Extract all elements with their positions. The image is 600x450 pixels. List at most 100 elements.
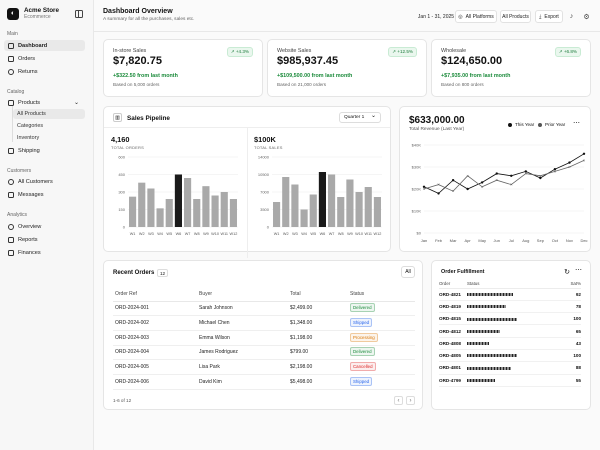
- bar[interactable]: [165, 199, 173, 227]
- data-point[interactable]: [466, 187, 469, 191]
- table-row[interactable]: ORD-2024-003 Emma Wilson $1,198.00 Processi…: [113, 330, 415, 346]
- date-range-button[interactable]: Jan 1 - 31, 2025: [417, 13, 455, 20]
- refresh-icon[interactable]: ↻: [564, 269, 570, 276]
- revenue-card: $633,000.00 Total Revenue (Last Year) Th…: [399, 106, 591, 252]
- prev-page-icon[interactable]: ‹: [394, 396, 403, 405]
- table-row[interactable]: ORD-4815 100: [439, 312, 581, 326]
- bar[interactable]: [318, 172, 326, 227]
- products-filter-button[interactable]: All Products: [500, 10, 531, 23]
- bar[interactable]: [147, 188, 155, 228]
- table-row[interactable]: ORD-4808 43: [439, 337, 581, 350]
- sidebar-item-messages[interactable]: Messages: [4, 189, 85, 200]
- data-point[interactable]: [582, 152, 586, 155]
- sidebar-subitem-inventory[interactable]: Inventory: [17, 135, 40, 141]
- sidebar-item-products[interactable]: Products ⌄: [4, 97, 85, 108]
- bell-icon[interactable]: ♪: [569, 13, 574, 20]
- sidebar-subitem-all-products[interactable]: All Products: [13, 109, 85, 119]
- bar[interactable]: [229, 199, 237, 227]
- bar[interactable]: [291, 184, 299, 228]
- data-point[interactable]: ×: [510, 182, 513, 187]
- data-point[interactable]: [495, 172, 498, 175]
- table-row[interactable]: ORD-4805 100: [439, 349, 581, 363]
- data-point[interactable]: ×: [568, 165, 571, 170]
- table-row[interactable]: ORD-4801 88: [439, 361, 581, 375]
- data-point[interactable]: ×: [524, 171, 527, 176]
- bar[interactable]: [202, 186, 210, 227]
- next-page-icon[interactable]: ›: [406, 396, 415, 405]
- table-row[interactable]: ORD-2024-006 David Kim $5,498.00 Shipped: [113, 374, 415, 390]
- settings-icon[interactable]: ⚙: [583, 13, 590, 21]
- bar[interactable]: [156, 208, 164, 227]
- table-row[interactable]: ORD-2024-001 Sarah Johnson $2,499.00 Delive…: [113, 301, 415, 317]
- sidebar-item-returns[interactable]: Returns: [4, 66, 85, 77]
- data-point[interactable]: ×: [583, 158, 586, 163]
- sales-label: TOTAL SALES: [254, 145, 283, 150]
- data-point[interactable]: [510, 174, 513, 177]
- sidebar-item-all-customers[interactable]: All Customers: [4, 176, 85, 187]
- orders-filter-button[interactable]: All: [401, 266, 415, 278]
- more-icon[interactable]: ⋯: [575, 267, 582, 274]
- bar[interactable]: [282, 177, 290, 227]
- data-point[interactable]: ×: [437, 182, 440, 187]
- sidebar-item-orders[interactable]: Orders: [4, 53, 85, 64]
- table-row[interactable]: ORD-4819 78: [439, 300, 581, 314]
- bar[interactable]: [373, 197, 381, 227]
- data-point[interactable]: [437, 192, 440, 195]
- table-row[interactable]: ORD-2024-004 James Rodriguez $799.00 Delive…: [113, 345, 415, 361]
- bar[interactable]: [138, 182, 146, 227]
- bar[interactable]: [193, 199, 201, 227]
- table-row[interactable]: ORD-4821 92: [439, 288, 581, 301]
- column-header[interactable]: Buyer: [197, 287, 288, 302]
- data-point[interactable]: ×: [495, 178, 498, 183]
- brand[interactable]: ◐ Acme Store Ecommerce: [7, 7, 59, 20]
- data-point[interactable]: ×: [423, 187, 426, 192]
- table-row[interactable]: ORD-4812 65: [439, 324, 581, 338]
- bar[interactable]: [129, 196, 137, 227]
- bar[interactable]: [211, 195, 219, 228]
- data-point[interactable]: [539, 176, 542, 180]
- sidebar-item-overview[interactable]: Overview: [4, 221, 85, 232]
- bar[interactable]: [174, 174, 182, 228]
- fulfillment-progress-bar: [467, 379, 495, 382]
- table-row[interactable]: ORD-2024-002 Michael Chen $1,348.00 Shipped: [113, 315, 415, 331]
- sidebar-toggle-icon[interactable]: [75, 10, 83, 18]
- more-icon[interactable]: ⋯: [573, 120, 580, 127]
- column-header[interactable]: Order Ref: [113, 287, 197, 302]
- platforms-filter-button[interactable]: ◎ All Platforms: [455, 10, 497, 23]
- kpi-badge: ↗ +6.8%: [554, 47, 581, 57]
- sidebar-item-shipping[interactable]: Shipping: [4, 145, 85, 156]
- data-point[interactable]: ×: [466, 173, 469, 178]
- data-point[interactable]: [480, 181, 484, 184]
- data-point[interactable]: [422, 185, 426, 188]
- bar[interactable]: [346, 179, 354, 228]
- sidebar-item-finances[interactable]: Finances: [4, 247, 85, 258]
- bar[interactable]: [273, 202, 281, 227]
- cell-percent: 100: [563, 349, 581, 363]
- data-point[interactable]: [451, 179, 455, 182]
- bar[interactable]: [364, 187, 372, 227]
- bar[interactable]: [337, 197, 345, 227]
- bar[interactable]: [328, 174, 336, 228]
- bar[interactable]: [309, 194, 317, 228]
- quarter-select[interactable]: Quarter 1: [339, 112, 381, 123]
- data-point[interactable]: [524, 170, 528, 173]
- data-point[interactable]: ×: [481, 184, 484, 189]
- bar[interactable]: [184, 178, 192, 227]
- data-point[interactable]: [553, 168, 557, 171]
- data-point[interactable]: ×: [539, 173, 542, 178]
- column-header[interactable]: Status: [348, 287, 415, 302]
- export-button[interactable]: ⤓ Export: [535, 10, 563, 23]
- sidebar-item-reports[interactable]: Reports: [4, 234, 85, 245]
- sidebar-subitem-categories[interactable]: Categories: [17, 123, 44, 129]
- data-point[interactable]: [568, 161, 571, 164]
- cell-ref: ORD-2024-005: [113, 359, 197, 375]
- data-point[interactable]: ×: [554, 169, 557, 174]
- bar[interactable]: [355, 192, 363, 227]
- bar[interactable]: [220, 192, 228, 227]
- table-row[interactable]: ORD-4799 55: [439, 374, 581, 387]
- sidebar-item-dashboard[interactable]: Dashboard: [4, 40, 85, 51]
- table-row[interactable]: ORD-2024-005 Lisa Park $2,198.00 Cancelled: [113, 359, 415, 375]
- column-header[interactable]: Total: [288, 287, 348, 302]
- bar[interactable]: [300, 209, 308, 228]
- data-point[interactable]: ×: [452, 189, 455, 194]
